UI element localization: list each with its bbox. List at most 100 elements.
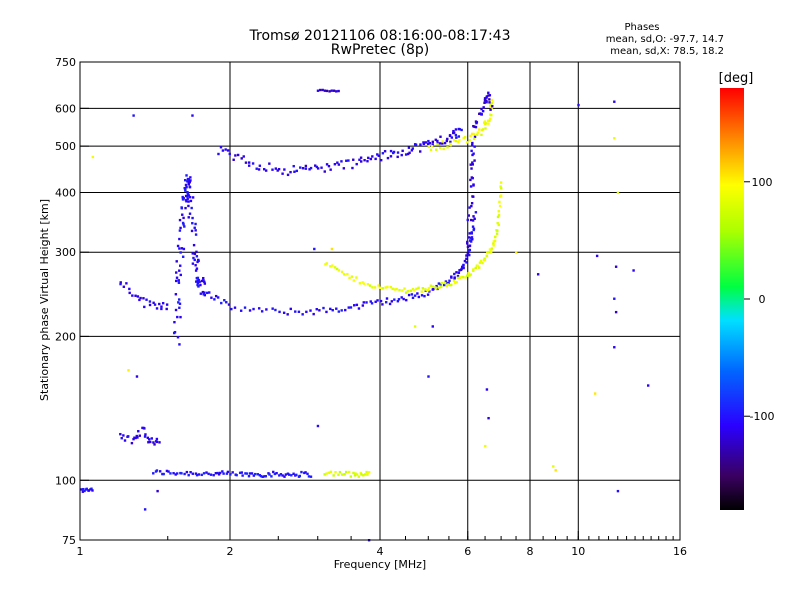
data-point bbox=[552, 465, 555, 468]
data-point bbox=[427, 289, 430, 292]
data-point bbox=[245, 472, 249, 475]
data-point bbox=[226, 149, 230, 152]
data-point bbox=[390, 300, 394, 303]
data-point bbox=[272, 470, 275, 474]
data-point bbox=[175, 271, 178, 274]
data-point bbox=[199, 292, 203, 295]
data-point bbox=[487, 94, 490, 97]
data-point bbox=[340, 270, 344, 274]
data-point bbox=[196, 276, 200, 280]
data-point bbox=[258, 164, 262, 167]
data-point bbox=[484, 444, 487, 448]
data-point bbox=[465, 261, 468, 264]
data-point bbox=[388, 302, 392, 306]
data-point bbox=[489, 104, 492, 108]
data-point bbox=[274, 167, 277, 170]
data-point bbox=[359, 156, 363, 159]
data-point bbox=[248, 309, 252, 312]
chart-title: Tromsø 20121106 08:16:00-08:17:43 bbox=[249, 28, 511, 44]
x-tick-label: 6 bbox=[464, 545, 471, 558]
data-point bbox=[490, 247, 494, 250]
data-point bbox=[152, 472, 155, 475]
data-point bbox=[309, 475, 313, 478]
data-point bbox=[192, 256, 195, 260]
data-point bbox=[489, 108, 492, 111]
data-point bbox=[136, 436, 139, 439]
chart-subtitle: RwPretec (8p) bbox=[331, 42, 429, 58]
data-point bbox=[439, 135, 442, 138]
data-point bbox=[137, 430, 140, 433]
data-point bbox=[158, 470, 162, 473]
data-point bbox=[186, 192, 190, 195]
data-point bbox=[471, 176, 474, 180]
data-point bbox=[423, 294, 426, 298]
data-point bbox=[494, 235, 497, 239]
data-point bbox=[469, 178, 472, 182]
data-point bbox=[469, 134, 472, 138]
data-point bbox=[252, 307, 255, 311]
data-point bbox=[484, 122, 488, 125]
data-point bbox=[481, 261, 484, 265]
data-point bbox=[328, 90, 331, 93]
data-point bbox=[145, 298, 148, 301]
data-point bbox=[404, 153, 408, 156]
x-tick-label: 1 bbox=[77, 545, 84, 558]
data-point bbox=[189, 471, 192, 474]
data-point bbox=[123, 439, 127, 442]
data-point bbox=[485, 95, 489, 98]
data-point bbox=[187, 200, 190, 203]
data-point bbox=[333, 163, 337, 166]
data-point bbox=[179, 264, 182, 267]
data-point bbox=[392, 150, 396, 154]
data-point bbox=[500, 187, 503, 190]
data-point bbox=[443, 141, 447, 145]
data-point bbox=[496, 229, 499, 232]
data-point bbox=[368, 284, 372, 287]
data-point bbox=[122, 434, 125, 437]
data-point bbox=[325, 163, 329, 166]
data-point bbox=[286, 472, 290, 475]
data-point bbox=[139, 296, 142, 300]
data-point bbox=[189, 199, 193, 203]
data-point bbox=[469, 218, 473, 222]
data-point bbox=[616, 191, 620, 194]
data-point bbox=[472, 268, 475, 271]
data-point bbox=[498, 200, 501, 204]
data-point bbox=[260, 310, 264, 313]
data-point bbox=[294, 310, 297, 313]
data-point bbox=[473, 135, 477, 139]
data-point bbox=[301, 313, 304, 316]
data-point bbox=[468, 274, 471, 277]
data-point bbox=[488, 101, 491, 104]
data-point bbox=[432, 287, 435, 291]
data-point bbox=[316, 89, 320, 92]
data-point bbox=[355, 276, 358, 279]
data-point bbox=[119, 282, 122, 286]
data-point bbox=[485, 96, 488, 99]
data-point bbox=[428, 141, 432, 145]
data-point bbox=[337, 163, 341, 166]
data-point bbox=[442, 283, 446, 287]
data-point bbox=[362, 282, 366, 285]
data-point bbox=[283, 475, 286, 478]
data-point bbox=[365, 301, 368, 304]
data-point bbox=[329, 168, 332, 171]
data-point bbox=[457, 141, 460, 144]
data-point bbox=[244, 472, 247, 475]
data-point bbox=[193, 226, 196, 229]
data-point bbox=[243, 306, 247, 309]
data-point bbox=[363, 159, 366, 162]
x-tick-label: 16 bbox=[673, 545, 687, 558]
data-point bbox=[134, 294, 137, 297]
data-point bbox=[283, 168, 286, 171]
y-tick-label: 100 bbox=[55, 474, 76, 487]
data-point bbox=[135, 434, 138, 438]
data-point bbox=[474, 125, 478, 129]
data-point bbox=[469, 239, 472, 242]
data-point bbox=[236, 153, 240, 157]
data-point bbox=[160, 305, 163, 308]
data-point bbox=[487, 122, 490, 125]
data-point bbox=[456, 276, 460, 280]
data-point bbox=[226, 470, 230, 474]
data-point bbox=[138, 434, 141, 437]
